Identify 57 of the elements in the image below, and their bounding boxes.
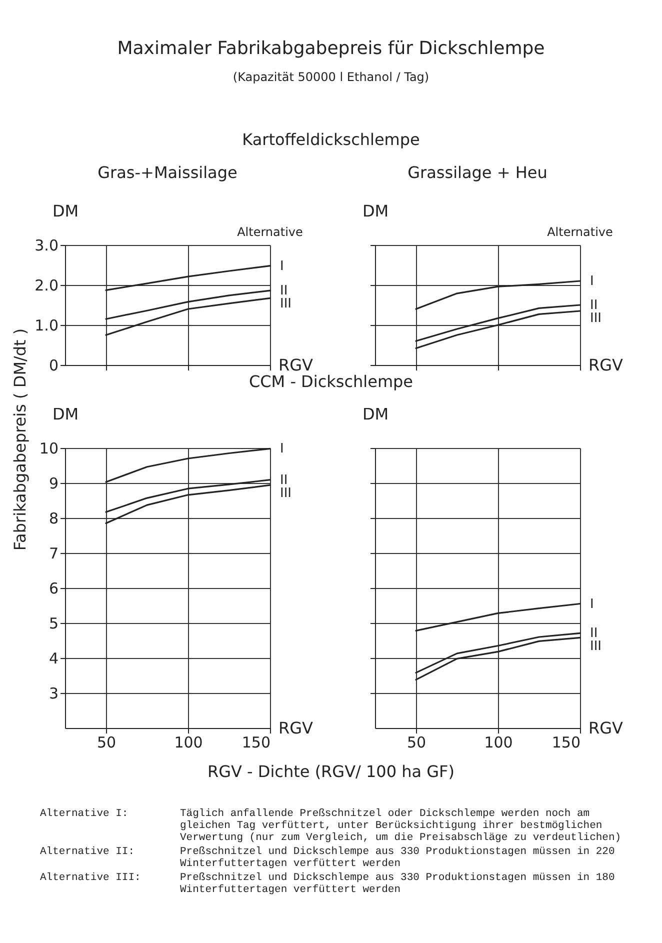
- x-axis-title: RGV: [588, 356, 624, 374]
- y-tick-label: 10: [39, 440, 58, 458]
- series-label: I: [280, 258, 284, 274]
- text: Maximaler Fabrikabgabepreis für Dickschlempe: [116, 38, 546, 59]
- series-label: III: [590, 639, 602, 654]
- text: CCM - Dickschlempe: [248, 372, 414, 391]
- y-tick-label: 9: [48, 474, 58, 492]
- y-tick-label: 3.0: [34, 236, 58, 254]
- series-label: III: [280, 296, 292, 312]
- series-label: I: [590, 274, 594, 289]
- text: Alternative: [547, 225, 613, 239]
- series-label: II: [590, 298, 598, 313]
- series-label: III: [590, 311, 602, 326]
- text: Fabrikabgabepreis ( DM/dt ): [10, 327, 30, 553]
- line-series: [105, 290, 271, 320]
- y-tick-label: 5: [48, 614, 58, 632]
- line-series: [105, 297, 271, 336]
- y-tick-label: 3: [48, 684, 58, 702]
- chart-title: Gras-+Maissilage: [98, 163, 238, 182]
- series-label: II: [280, 472, 288, 488]
- series-label: II: [590, 626, 598, 642]
- series-label: III: [280, 486, 292, 501]
- y-axis-title: DM: [52, 404, 79, 424]
- y-axis-title: DM: [362, 404, 389, 424]
- x-axis-title: RGV: [278, 356, 314, 374]
- x-tick-label: 100: [484, 734, 513, 752]
- x-tick-label: 150: [552, 734, 580, 752]
- text: Alternative I: Täglich anfallende Preßschnitzel oder Dickschlempe werden noch am gleichen Tag verfüttert, unter Berücksichtigung ihrer bestmöglichen Verwertung (nur zum Vergleich, um die Preisabschläge zu verdeutlichen): [40, 808, 622, 844]
- line-series: [105, 448, 271, 483]
- y-tick-label: 2.0: [34, 276, 58, 294]
- y-tick-label: 8: [48, 510, 58, 528]
- line-series: [105, 484, 271, 524]
- text: Alternative III: Preßschnitzel und Dickschlempe aus 330 Produktionstagen müssen in 180 Winterfuttertagen verfüttert werden: [40, 872, 615, 896]
- y-tick-label: 4: [48, 650, 58, 668]
- series-label: I: [590, 596, 594, 612]
- line-series: [105, 265, 271, 291]
- x-tick-label: 100: [174, 734, 203, 752]
- line-series: [105, 479, 271, 513]
- y-axis-title: DM: [362, 202, 389, 220]
- y-tick-label: 1.0: [34, 316, 58, 334]
- chart-title: Grassilage + Heu: [408, 163, 548, 182]
- x-tick-label: 150: [242, 734, 270, 752]
- text: Alternative: [237, 225, 303, 239]
- x-tick-label: 50: [96, 734, 116, 752]
- series-label: II: [280, 284, 288, 299]
- y-tick-label: 6: [48, 580, 58, 598]
- x-axis-title: RGV: [278, 718, 314, 738]
- y-axis-title: DM: [52, 202, 79, 220]
- x-tick-label: 50: [406, 734, 426, 752]
- x-axis-title: RGV: [588, 718, 624, 738]
- y-tick-label: 0: [48, 356, 58, 374]
- series-label: I: [280, 442, 284, 457]
- y-tick-label: 7: [48, 544, 58, 562]
- text: Kartoffeldickschlempe: [241, 130, 421, 149]
- text: Alternative II: Preßschnitzel und Dickschlempe aus 330 Produktionstagen müssen in 220 Winterfuttertagen verfüttert werden: [40, 846, 615, 870]
- text: RGV - Dichte (RGV/ 100 ha GF): [206, 762, 456, 781]
- text: (Kapazität 50000 l Ethanol / Tag): [232, 70, 430, 84]
